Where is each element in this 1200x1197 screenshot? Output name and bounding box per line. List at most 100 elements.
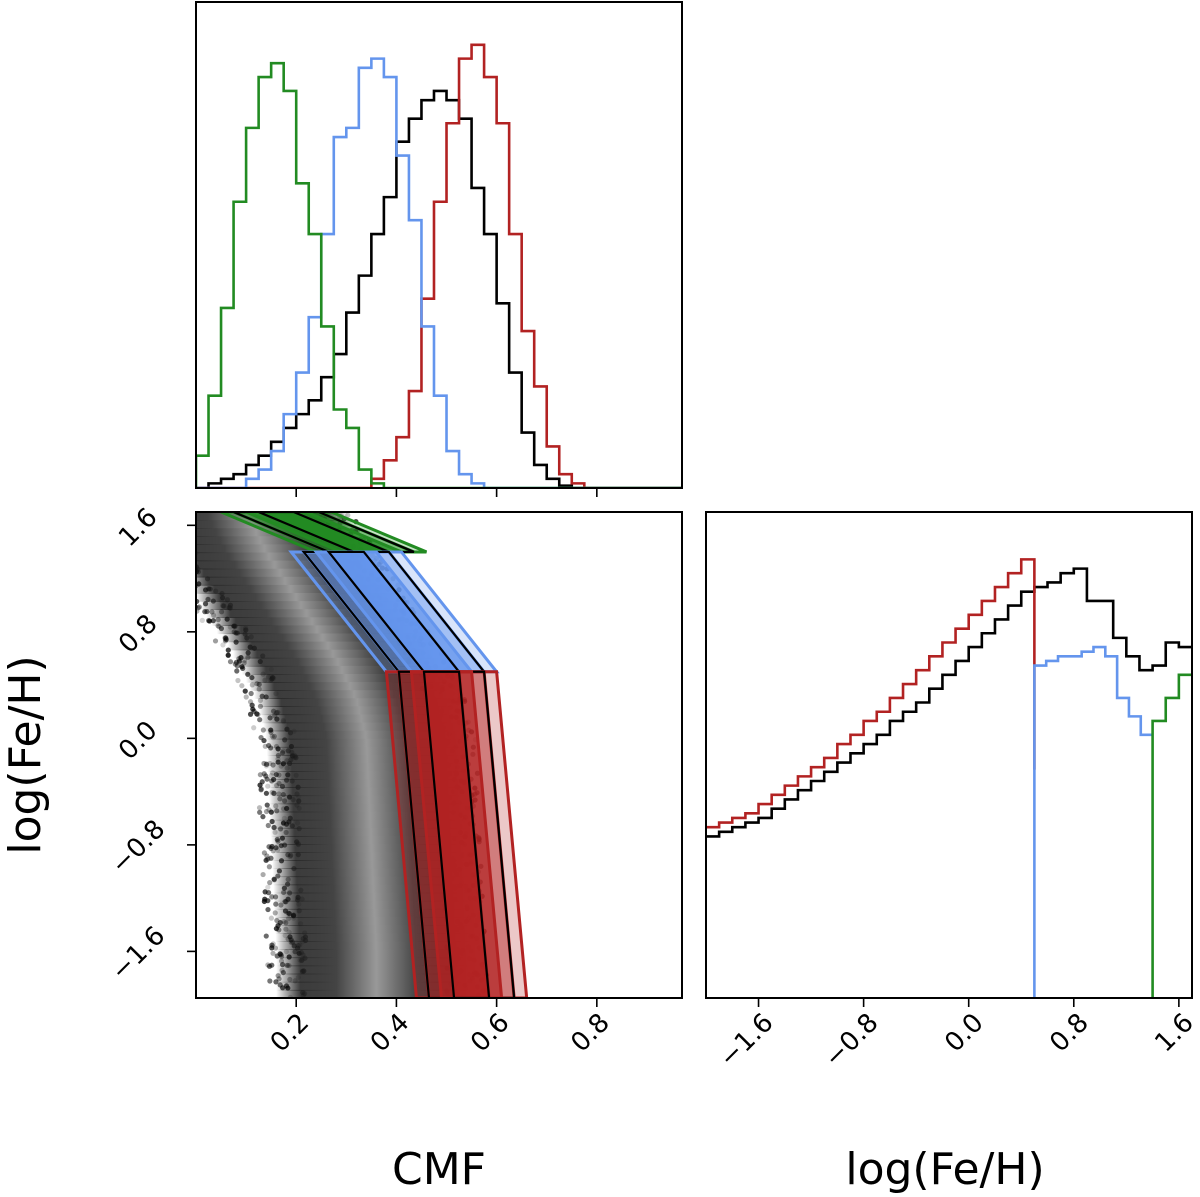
feh-hist-blue <box>1033 645 1153 998</box>
scatter-point <box>261 850 268 856</box>
scatter-point <box>243 694 249 700</box>
scatter-point <box>265 884 271 890</box>
density-slice <box>232 649 434 659</box>
scatter-point <box>257 809 263 815</box>
scatter-point <box>257 772 263 778</box>
feh-histogram-frame <box>705 511 1193 999</box>
density-slice <box>276 981 477 991</box>
scatter-point <box>225 652 231 658</box>
scatter-point <box>186 568 191 573</box>
scatter-point <box>188 593 193 598</box>
scatter-point <box>179 588 184 593</box>
scatter-point <box>180 533 185 538</box>
scatter-point <box>264 853 270 859</box>
density-slice <box>268 787 470 797</box>
density-slice <box>269 811 471 821</box>
density-slice <box>276 973 477 983</box>
density-slice <box>222 633 423 643</box>
scatter-point <box>176 577 181 582</box>
cmf-hist-all <box>196 89 682 488</box>
scatter-point <box>242 688 248 694</box>
scatter-point <box>168 557 173 562</box>
density-slice <box>196 536 361 545</box>
scatter-point <box>186 561 191 566</box>
scatter-point <box>158 545 163 550</box>
feh-histogram-panel: −1.6 −0.8 0.0 0.8 1.6 <box>705 511 1200 1074</box>
region-green <box>220 512 428 554</box>
scatter-point <box>267 880 273 886</box>
scatter-point <box>220 642 226 648</box>
scatter-point <box>160 539 165 544</box>
scatter-point <box>180 579 185 584</box>
scatter-point <box>159 545 164 550</box>
scatter-point <box>181 574 186 579</box>
scatter-point <box>268 915 274 921</box>
density-slice <box>196 568 381 578</box>
density-slice <box>196 528 357 537</box>
cmf-tick-label: 0.2 <box>265 1008 315 1058</box>
scatter-point <box>175 582 180 587</box>
scatter-point <box>251 725 257 731</box>
scatter-point <box>153 545 158 550</box>
joint-y-axis-label: log(Fe/H) <box>0 655 51 854</box>
scatter-point <box>263 808 270 815</box>
scatter-point <box>265 906 271 913</box>
scatter-point <box>250 706 256 712</box>
density-slice <box>276 957 477 967</box>
scatter-point <box>265 822 271 829</box>
scatter-point <box>163 551 168 556</box>
scatter-point <box>171 521 176 526</box>
density-slice <box>275 933 476 942</box>
scatter-point <box>166 518 171 523</box>
scatter-point <box>178 564 183 569</box>
density-slice <box>267 763 468 772</box>
density-slice <box>196 560 375 570</box>
scatter-point <box>184 546 189 551</box>
scatter-point <box>269 962 275 968</box>
density-slice <box>237 657 439 667</box>
scatter-point <box>163 548 168 553</box>
scatter-point <box>265 898 271 904</box>
region-red <box>384 670 529 998</box>
density-slice <box>274 908 475 918</box>
scatter-point <box>189 550 194 555</box>
cmf-tick-label: 0.6 <box>465 1008 515 1058</box>
density-slice <box>206 609 407 618</box>
scatter-point <box>177 575 182 580</box>
scatter-point <box>269 893 275 900</box>
density-slice <box>263 722 464 732</box>
scatter-point <box>232 661 238 667</box>
scatter-point <box>190 601 195 606</box>
scatter-point <box>258 787 264 793</box>
density-slice <box>196 593 397 602</box>
feh-hist-all <box>706 567 1192 838</box>
scatter-point <box>196 604 202 610</box>
scatter-point <box>167 567 172 572</box>
scatter-point <box>182 554 187 559</box>
density-slice <box>273 884 474 894</box>
scatter-point <box>180 524 185 529</box>
scatter-point <box>187 537 192 542</box>
scatter-point <box>263 857 269 863</box>
scatter-point <box>185 540 190 545</box>
scatter-point <box>190 567 195 572</box>
scatter-point <box>254 711 260 717</box>
density-slice <box>271 844 472 853</box>
density-slice <box>241 665 443 675</box>
feh-hist-green <box>1151 673 1192 998</box>
scatter-point <box>169 569 174 574</box>
feh-hist-red <box>706 558 1036 829</box>
scatter-point <box>181 550 186 555</box>
scatter-point <box>178 573 183 578</box>
density-slice <box>266 746 468 756</box>
cmf-tick-label: 0.4 <box>365 1008 415 1058</box>
feh-tick-label: 0.0 <box>113 715 163 765</box>
density-slice <box>257 698 458 707</box>
scatter-point <box>260 871 266 878</box>
density-slice <box>265 730 466 740</box>
scatter-point <box>181 531 186 536</box>
feh-marginal-tick-label: 0.8 <box>1044 1008 1094 1058</box>
scatter-point <box>263 790 270 796</box>
density-slice <box>196 552 370 562</box>
density-slice <box>269 803 470 813</box>
